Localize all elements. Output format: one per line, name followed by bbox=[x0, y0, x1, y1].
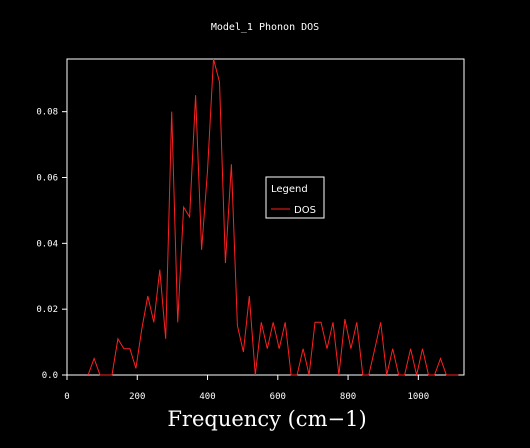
legend-entry-dos: DOS bbox=[294, 205, 316, 216]
legend-box bbox=[265, 176, 325, 219]
y-tick-label: 0.08 bbox=[36, 108, 58, 118]
legend: Legend DOS bbox=[265, 176, 325, 219]
y-axis: 0.0 0.02 0.04 0.06 0.08 bbox=[36, 108, 67, 381]
x-tick-label: 800 bbox=[340, 392, 356, 402]
x-axis: 0 200 400 600 800 1000 bbox=[64, 375, 429, 402]
y-tick-label: 0.04 bbox=[36, 239, 58, 249]
x-tick-label: 0 bbox=[64, 392, 69, 402]
x-tick-label: 200 bbox=[129, 392, 145, 402]
x-axis-label: Frequency (cm−1) bbox=[167, 407, 366, 431]
x-tick-label: 1000 bbox=[407, 392, 429, 402]
plot-frame bbox=[66, 58, 465, 376]
x-tick-label: 400 bbox=[199, 392, 215, 402]
y-tick-label: 0.0 bbox=[42, 371, 58, 381]
dos-series-line bbox=[87, 58, 459, 376]
legend-title: Legend bbox=[271, 184, 308, 195]
x-tick-label: 600 bbox=[270, 392, 286, 402]
y-tick-label: 0.06 bbox=[36, 174, 58, 184]
chart-title: Model_1 Phonon DOS bbox=[211, 22, 319, 33]
y-tick-label: 0.02 bbox=[36, 305, 58, 315]
